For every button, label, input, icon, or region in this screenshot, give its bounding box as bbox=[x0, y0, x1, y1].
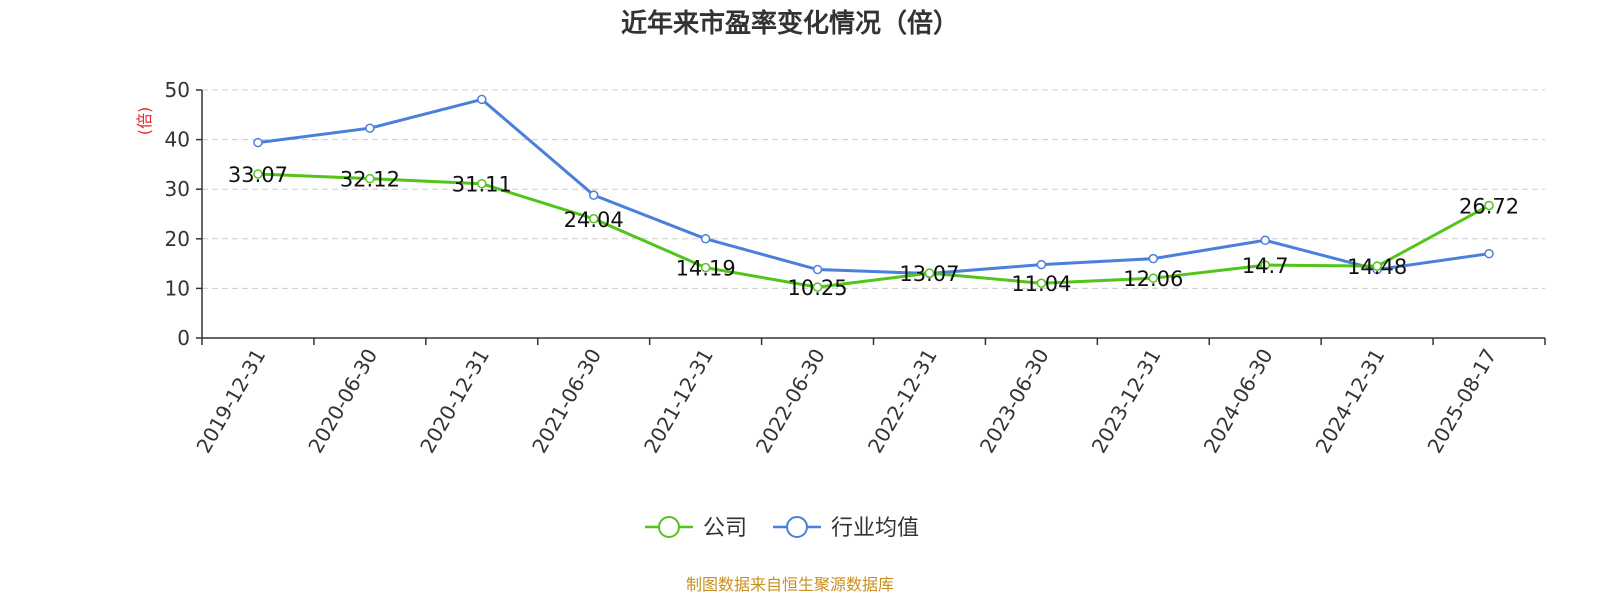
x-tick-label: 2020-06-30 bbox=[303, 345, 382, 458]
y-tick-label: 40 bbox=[165, 128, 190, 152]
x-tick-label: 2022-06-30 bbox=[751, 345, 830, 458]
y-tick-label: 10 bbox=[165, 276, 190, 300]
y-tick-label: 30 bbox=[165, 177, 190, 201]
data-label: 13.07 bbox=[899, 262, 959, 286]
data-label: 14.48 bbox=[1347, 255, 1407, 279]
legend-label: 公司 bbox=[703, 516, 747, 541]
x-tick-label: 2019-12-31 bbox=[191, 345, 270, 458]
series-line-1 bbox=[257, 97, 1490, 276]
series-point-1 bbox=[477, 94, 487, 105]
x-tick-label: 2024-12-31 bbox=[1311, 345, 1390, 458]
data-label: 12.06 bbox=[1123, 267, 1183, 291]
data-label: 32.12 bbox=[340, 168, 400, 192]
y-tick-label: 20 bbox=[165, 227, 190, 251]
x-tick-label: 2020-12-31 bbox=[415, 344, 494, 457]
series-point-1 bbox=[365, 123, 375, 133]
grid-lines bbox=[202, 89, 1545, 289]
x-tick-label: 2022-12-31 bbox=[863, 344, 942, 457]
legend-item-1[interactable]: 行业均值 bbox=[773, 516, 919, 541]
data-label: 14.19 bbox=[676, 257, 736, 281]
series-line-0 bbox=[257, 172, 1490, 289]
series-point-1 bbox=[588, 190, 599, 200]
data-label: 33.07 bbox=[228, 163, 288, 187]
axes: 0 10 20 30 40 50 2019-12-31 2020-06-30 2020-12-3… bbox=[165, 78, 1546, 458]
legend-item-0[interactable]: 公司 bbox=[645, 516, 747, 541]
y-tick-label: 0 bbox=[177, 326, 190, 350]
series-point-1 bbox=[1148, 253, 1159, 264]
data-label: 26.72 bbox=[1459, 194, 1519, 218]
y-axis-label: (倍) bbox=[135, 107, 154, 136]
series-point-0 bbox=[588, 214, 599, 224]
series-point-0 bbox=[253, 169, 263, 179]
series-point-0 bbox=[1372, 261, 1382, 271]
series-point-0 bbox=[1148, 273, 1159, 283]
data-label: 10.25 bbox=[787, 276, 847, 300]
series bbox=[253, 94, 1494, 292]
x-tick-label: 2023-06-30 bbox=[975, 345, 1054, 458]
data-labels: 33.07 32.12 31.11 24.04 14.19 10.25 13.07 11.04… bbox=[228, 163, 1519, 300]
data-label: 24.04 bbox=[564, 208, 624, 232]
series-point-0 bbox=[1036, 278, 1047, 288]
series-point-0 bbox=[1484, 200, 1494, 211]
data-label: 31.11 bbox=[452, 173, 512, 197]
data-label: 11.04 bbox=[1011, 272, 1071, 296]
legend: 公司 行业均值 bbox=[645, 516, 919, 541]
series-point-0 bbox=[1260, 260, 1270, 270]
series-point-0 bbox=[365, 173, 375, 184]
series-point-0 bbox=[924, 268, 935, 278]
legend-label: 行业均值 bbox=[831, 516, 919, 541]
x-tick-label: 2025-08-17 bbox=[1422, 345, 1501, 458]
series-point-1 bbox=[700, 234, 711, 244]
source-note: 制图数据来自恒生聚源数据库 bbox=[686, 575, 894, 594]
legend-marker bbox=[658, 516, 680, 538]
x-tick-label: 2021-06-30 bbox=[527, 345, 606, 458]
x-tick-label: 2024-06-30 bbox=[1199, 345, 1278, 458]
x-tick-label: 2021-12-31 bbox=[639, 345, 718, 458]
x-tick-label: 2023-12-31 bbox=[1087, 345, 1166, 458]
series-point-1 bbox=[253, 137, 263, 148]
series-point-0 bbox=[477, 178, 487, 189]
series-point-1 bbox=[1036, 259, 1047, 270]
data-label: 14.7 bbox=[1242, 254, 1289, 278]
series-point-0 bbox=[700, 262, 711, 273]
series-point-1 bbox=[812, 264, 823, 275]
y-tick-label: 50 bbox=[165, 78, 190, 102]
series-point-0 bbox=[812, 282, 823, 292]
chart-title: 近年来市盈率变化情况（倍） bbox=[621, 8, 959, 39]
series-point-1 bbox=[1484, 248, 1494, 259]
series-point-1 bbox=[1260, 235, 1270, 246]
legend-marker bbox=[786, 516, 808, 538]
